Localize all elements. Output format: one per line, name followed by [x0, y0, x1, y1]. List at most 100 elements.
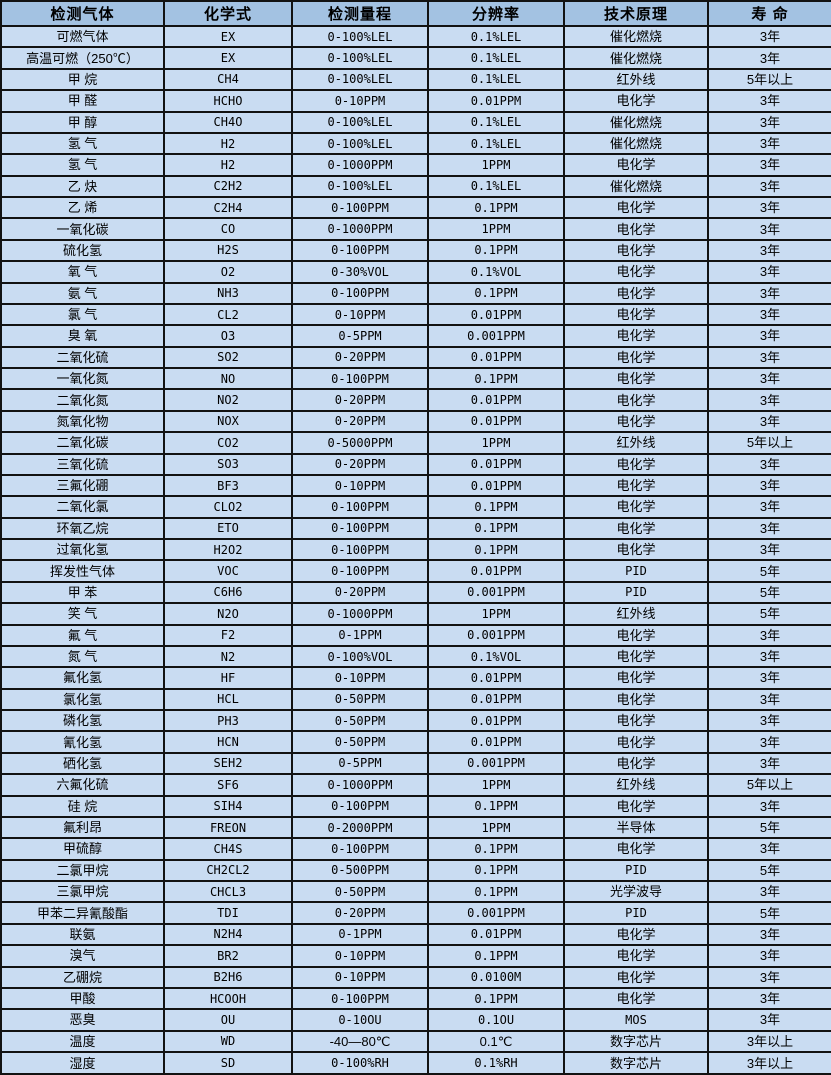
chemical-formula: HCN — [163, 730, 293, 754]
resolution: 0.01PPM — [427, 409, 565, 434]
chemical-formula: EX — [163, 46, 293, 70]
gas-name: 氯化氢 — [0, 687, 165, 712]
lifespan: 3年 — [707, 131, 831, 156]
resolution: 0.001PPM — [427, 324, 565, 348]
gas-name: 磷化氢 — [0, 708, 165, 733]
chemical-formula: CH4S — [163, 837, 293, 861]
detection-range: 0-100PPM — [291, 559, 429, 583]
detection-range: 0-5PPM — [291, 751, 429, 776]
lifespan: 3年 — [707, 537, 831, 562]
gas-name: 挥发性气体 — [0, 559, 165, 583]
gas-name: 三氧化硫 — [0, 452, 165, 476]
gas-name: 三氟化硼 — [0, 473, 165, 498]
lifespan: 3年 — [707, 238, 831, 263]
lifespan: 3年 — [707, 794, 831, 818]
detection-range: 0-10PPM — [291, 666, 429, 690]
resolution: 0.1PPM — [427, 281, 565, 305]
chemical-formula: SO2 — [163, 345, 293, 370]
gas-name: 甲酸 — [0, 986, 165, 1011]
resolution: 0.1PPM — [427, 366, 565, 391]
chemical-formula: PH3 — [163, 708, 293, 733]
lifespan: 3年以上 — [707, 1029, 831, 1054]
resolution: 0.001PPM — [427, 580, 565, 605]
resolution: 0.1PPM — [427, 238, 565, 263]
detection-range: 0-100PPM — [291, 495, 429, 519]
resolution: 1PPM — [427, 431, 565, 455]
technical-principle: MOS — [563, 1008, 709, 1032]
lifespan: 3年 — [707, 452, 831, 476]
detection-range: 0-100%LEL — [291, 46, 429, 70]
technical-principle: 电化学 — [563, 922, 709, 947]
resolution: 0.01PPM — [427, 708, 565, 733]
detection-range: 0-10PPM — [291, 965, 429, 989]
chemical-formula: C2H4 — [163, 195, 293, 220]
resolution: 0.01PPM — [427, 452, 565, 476]
detection-range: 0-20PPM — [291, 580, 429, 605]
lifespan: 3年 — [707, 708, 831, 733]
technical-principle: PID — [563, 901, 709, 925]
lifespan: 3年 — [707, 473, 831, 498]
lifespan: 3年 — [707, 879, 831, 904]
lifespan: 3年 — [707, 1008, 831, 1032]
detection-range: 0-1PPM — [291, 922, 429, 947]
gas-name: 三氯甲烷 — [0, 879, 165, 904]
gas-name: 溴气 — [0, 944, 165, 968]
table-row: 一氧化碳 CO 0-1000PPM 1PPM 电化学 3年 — [0, 217, 831, 241]
detection-range: 0-2000PPM — [291, 815, 429, 840]
table-row: 甲硫醇 CH4S 0-100PPM 0.1PPM 电化学 3年 — [0, 837, 831, 861]
column-header-6: 寿 命 — [707, 0, 831, 27]
gas-name: 氢 气 — [0, 153, 165, 177]
chemical-formula: N2O — [163, 602, 293, 626]
chemical-formula: F2 — [163, 623, 293, 647]
lifespan: 3年 — [707, 516, 831, 541]
technical-principle: PID — [563, 858, 709, 883]
chemical-formula: VOC — [163, 559, 293, 583]
detection-range: 0-20PPM — [291, 901, 429, 925]
technical-principle: 催化燃烧 — [563, 131, 709, 156]
gas-name: 温度 — [0, 1029, 165, 1054]
lifespan: 3年 — [707, 495, 831, 519]
gas-name: 氟 气 — [0, 623, 165, 647]
detection-range: 0-20PPM — [291, 409, 429, 434]
table-row: 高温可燃（250℃） EX 0-100%LEL 0.1%LEL 催化燃烧 3年 — [0, 46, 831, 70]
technical-principle: 催化燃烧 — [563, 110, 709, 134]
chemical-formula: H2 — [163, 131, 293, 156]
gas-name: 笑 气 — [0, 602, 165, 626]
table-row: 三氟化硼 BF3 0-10PPM 0.01PPM 电化学 3年 — [0, 473, 831, 498]
lifespan: 3年 — [707, 409, 831, 434]
technical-principle: 电化学 — [563, 238, 709, 263]
chemical-formula: O3 — [163, 324, 293, 348]
lifespan: 3年 — [707, 46, 831, 70]
table-row: 甲 烷 CH4 0-100%LEL 0.1%LEL 红外线 5年以上 — [0, 67, 831, 92]
gas-name: 二氧化碳 — [0, 431, 165, 455]
resolution: 0.1%LEL — [427, 24, 565, 49]
chemical-formula: FREON — [163, 815, 293, 840]
table-row: 硒化氢 SEH2 0-5PPM 0.001PPM 电化学 3年 — [0, 751, 831, 776]
detection-range: 0-10PPM — [291, 944, 429, 968]
technical-principle: 电化学 — [563, 537, 709, 562]
detection-range: 0-100PPM — [291, 516, 429, 541]
resolution: 0.1PPM — [427, 858, 565, 883]
chemical-formula: NO2 — [163, 388, 293, 412]
chemical-formula: CH2CL2 — [163, 858, 293, 883]
detection-range: 0-1000PPM — [291, 153, 429, 177]
technical-principle: 红外线 — [563, 431, 709, 455]
lifespan: 3年 — [707, 986, 831, 1011]
lifespan: 5年以上 — [707, 431, 831, 455]
lifespan: 5年 — [707, 580, 831, 605]
table-row: 臭 氧 O3 0-5PPM 0.001PPM 电化学 3年 — [0, 324, 831, 348]
lifespan: 3年 — [707, 174, 831, 199]
gas-name: 乙 烯 — [0, 195, 165, 220]
column-header-2: 化学式 — [163, 0, 293, 27]
gas-name: 氰化氢 — [0, 730, 165, 754]
resolution: 0.01PPM — [427, 302, 565, 327]
table-row: 笑 气 N2O 0-1000PPM 1PPM 红外线 5年 — [0, 602, 831, 626]
table-row: 挥发性气体 VOC 0-100PPM 0.01PPM PID 5年 — [0, 559, 831, 583]
technical-principle: 电化学 — [563, 708, 709, 733]
gas-name: 臭 氧 — [0, 324, 165, 348]
gas-name: 氢 气 — [0, 131, 165, 156]
detection-range: 0-50PPM — [291, 687, 429, 712]
table-row: 温度 WD -40—80℃ 0.1℃ 数字芯片 3年以上 — [0, 1029, 831, 1054]
